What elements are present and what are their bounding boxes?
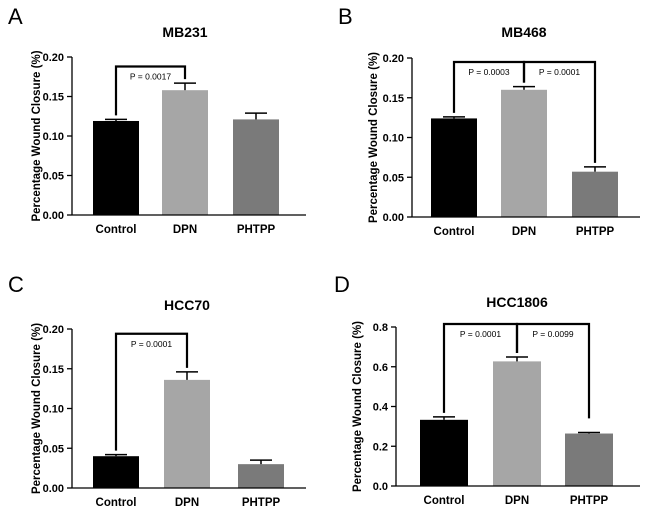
y-tick-label: 0.00 — [43, 210, 64, 222]
bar-phtpp — [572, 171, 618, 217]
p-value-label: P = 0.0001 — [539, 67, 580, 77]
y-tick-label: 0.15 — [383, 93, 404, 105]
p-value-label: P = 0.0017 — [130, 71, 171, 81]
x-tick-label: PHTPP — [576, 226, 615, 238]
x-tick-label: PHTPP — [242, 497, 281, 509]
x-tick-label: PHTPP — [237, 224, 276, 236]
chart-title: MB468 — [501, 24, 546, 40]
bar-control — [93, 456, 139, 488]
y-tick-label: 0.4 — [373, 402, 389, 414]
bar-dpn — [162, 90, 208, 215]
panel-letter: B — [338, 4, 353, 29]
y-tick-label: 0.20 — [43, 324, 64, 336]
y-tick-label: 0.10 — [43, 131, 64, 143]
y-tick-label: 0.10 — [43, 404, 64, 416]
y-tick-label: 0.15 — [43, 364, 64, 376]
x-tick-label: Control — [424, 495, 465, 507]
x-tick-label: PHTPP — [570, 495, 609, 507]
x-tick-label: Control — [434, 226, 475, 238]
y-axis-label: Percentage Wound Closure (%) — [31, 323, 43, 494]
y-tick-label: 0.20 — [383, 53, 404, 65]
y-tick-label: 0.05 — [383, 172, 404, 184]
y-tick-label: 0.6 — [373, 362, 388, 374]
significance-bracket — [515, 322, 591, 419]
y-tick-label: 0.8 — [373, 322, 388, 334]
y-tick-label: 0.05 — [43, 171, 64, 183]
y-tick-label: 0.05 — [43, 443, 64, 455]
bar-control — [431, 118, 477, 217]
panel-letter: A — [8, 4, 23, 29]
bar-control — [93, 120, 139, 215]
bar-phtpp — [238, 464, 284, 488]
bar-phtpp — [565, 433, 613, 486]
x-tick-label: Control — [96, 224, 137, 236]
panel-letter: C — [8, 272, 24, 297]
p-value-label: P = 0.0001 — [460, 329, 501, 339]
y-tick-label: 0.00 — [43, 483, 64, 495]
p-value-label: P = 0.0099 — [532, 329, 573, 339]
bar-control — [420, 419, 468, 486]
significance-bracket — [114, 332, 189, 451]
chart-title: HCC1806 — [486, 294, 548, 310]
x-tick-label: DPN — [505, 495, 529, 507]
panel-a: A MB231 Percentage Wound Closure (%) Contro… — [8, 4, 306, 236]
panel-d: D HCC1806 Percentage Wound Closure (%) Cont… — [334, 272, 640, 507]
chart-title: MB231 — [162, 24, 207, 40]
x-tick-label: DPN — [175, 497, 199, 509]
significance-bracket — [522, 60, 597, 163]
bar-dpn — [493, 361, 541, 486]
p-value-label: P = 0.0001 — [131, 339, 172, 349]
y-tick-label: 0.00 — [383, 212, 404, 224]
y-tick-label: 0.20 — [43, 52, 64, 64]
panel-letter: D — [334, 272, 350, 297]
y-tick-label: 0.15 — [43, 92, 64, 104]
bar-dpn — [164, 379, 210, 488]
x-tick-label: DPN — [512, 226, 536, 238]
y-axis-label: Percentage Wound Closure (%) — [352, 321, 364, 492]
p-value-label: P = 0.0003 — [468, 67, 509, 77]
y-axis-label: Percentage Wound Closure (%) — [368, 52, 380, 223]
x-tick-label: Control — [96, 497, 137, 509]
y-tick-label: 0.2 — [373, 441, 388, 453]
bar-phtpp — [233, 119, 279, 215]
x-tick-label: DPN — [173, 224, 197, 236]
significance-bracket — [114, 65, 187, 116]
panel-b: B MB468 Percentage Wound Closure (%) Contro… — [338, 4, 640, 238]
y-axis-label: Percentage Wound Closure (%) — [31, 50, 43, 221]
panel-c: C HCC70 Percentage Wound Closure (%) Contro… — [8, 272, 306, 509]
y-tick-label: 0.10 — [383, 133, 404, 145]
y-tick-label: 0.0 — [373, 481, 388, 493]
chart-title: HCC70 — [164, 297, 210, 313]
bar-dpn — [501, 89, 547, 217]
